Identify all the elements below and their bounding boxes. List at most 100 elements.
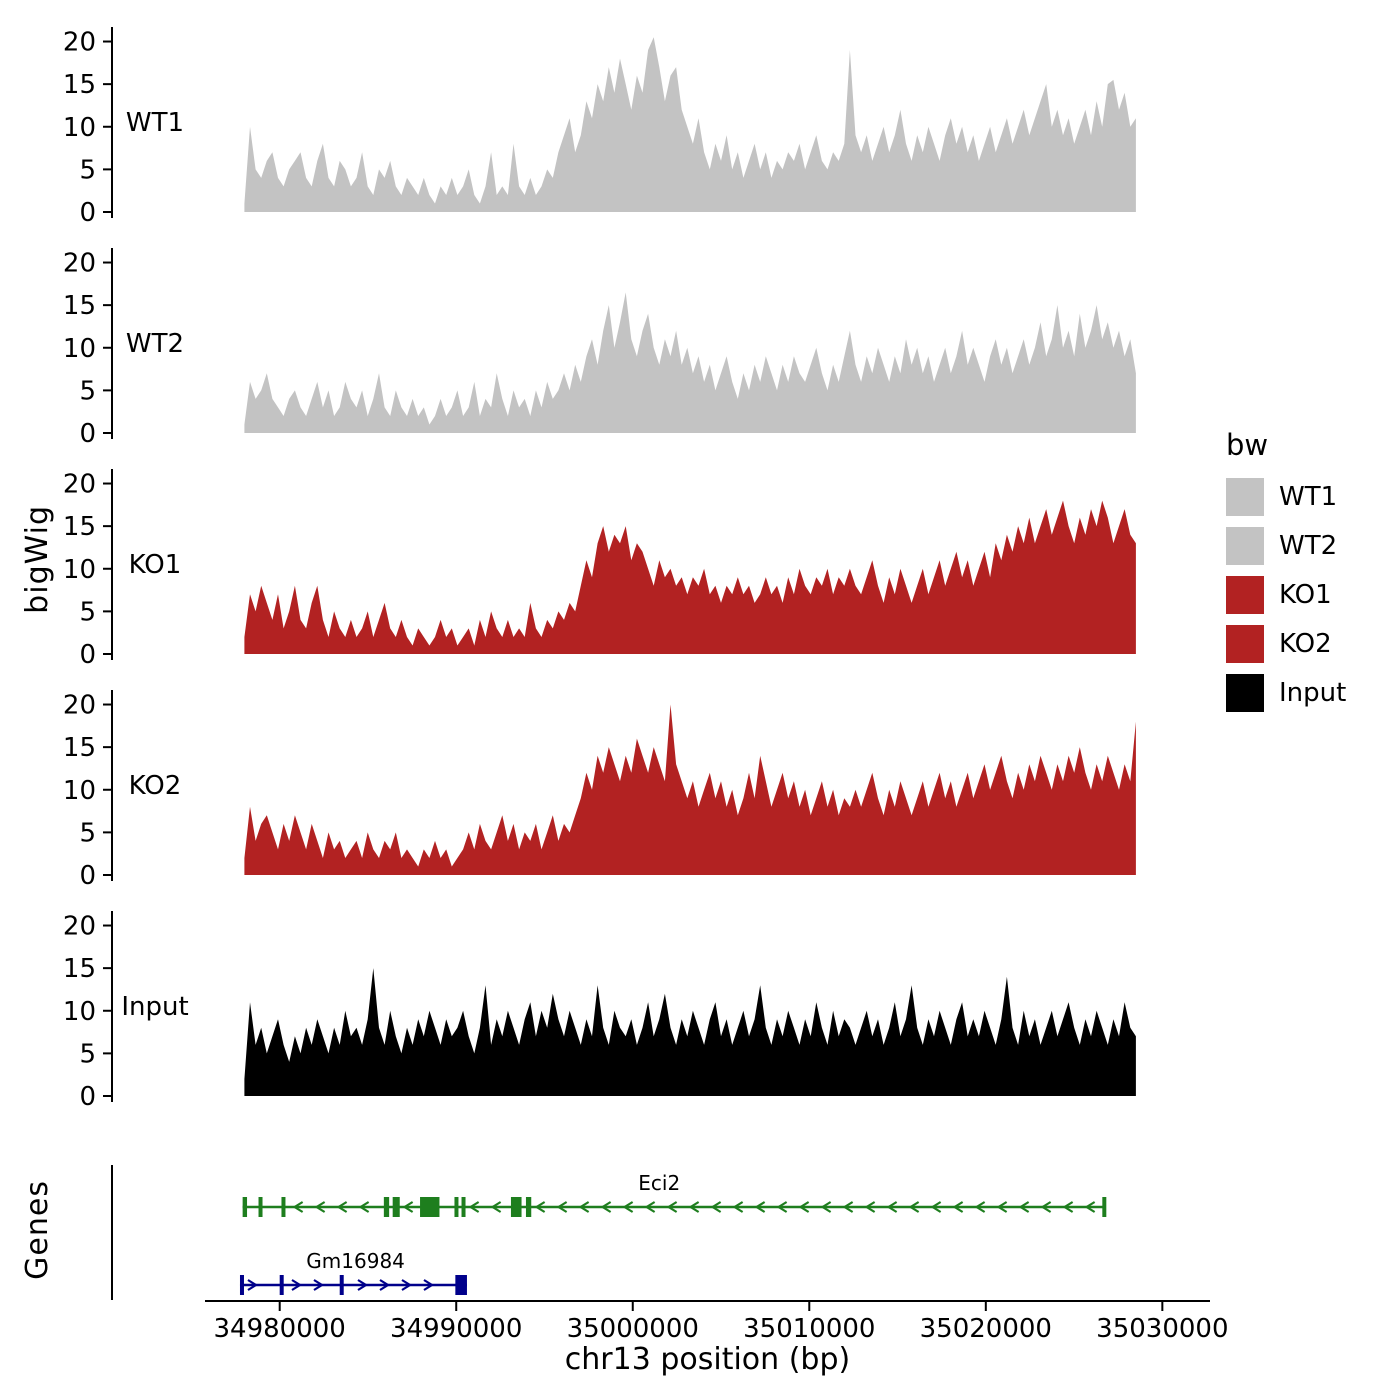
y-tick-label: 15 <box>63 733 96 763</box>
y-tick-label: 10 <box>63 997 96 1027</box>
track-panel-WT1: 0 5 10 15 20 WT1 <box>63 27 1136 228</box>
strand-arrow-icon <box>1084 1201 1096 1213</box>
track-panel-Input: 0 5 10 15 20 Input <box>63 911 1136 1112</box>
y-tick-label: 20 <box>63 28 96 58</box>
strand-arrow-icon <box>358 1201 370 1213</box>
strand-arrow-icon <box>996 1201 1008 1213</box>
exon-block <box>242 1197 248 1217</box>
coverage-area-Input <box>244 968 1136 1096</box>
y-tick-label: 5 <box>79 818 96 848</box>
strand-arrow-icon <box>908 1201 920 1213</box>
track-label-KO1: KO1 <box>129 550 182 580</box>
strand-arrow-icon <box>314 1201 326 1213</box>
strand-arrow-icon <box>732 1201 744 1213</box>
gene-label: Eci2 <box>638 1171 680 1195</box>
exon-block <box>339 1275 344 1295</box>
legend-label: KO1 <box>1279 580 1332 610</box>
y-tick-label: 10 <box>63 334 96 364</box>
legend-label: WT2 <box>1279 531 1338 561</box>
legend-items: WT1 WT2 KO1 KO2 Input <box>1226 478 1346 712</box>
x-tick-label: 35000000 <box>567 1314 699 1344</box>
y-tick-label: 5 <box>79 376 96 406</box>
y-tick-label: 0 <box>79 1082 96 1112</box>
y-tick-label: 20 <box>63 691 96 721</box>
strand-arrow-icon <box>357 1279 369 1291</box>
strand-arrow-icon <box>776 1201 788 1213</box>
legend-item-KO2: KO2 <box>1226 625 1346 663</box>
coverage-area-WT2 <box>244 292 1136 433</box>
legend-swatch-KO1 <box>1226 576 1264 614</box>
x-axis-title: chr13 position (bp) <box>564 1342 851 1377</box>
legend-item-KO1: KO1 <box>1226 576 1346 614</box>
exon-block <box>461 1197 466 1217</box>
y-tick-label: 0 <box>79 640 96 670</box>
legend-item-WT2: WT2 <box>1226 527 1346 565</box>
legend-swatch-KO2 <box>1226 625 1264 663</box>
strand-arrow-icon <box>468 1201 480 1213</box>
y-tick-label: 0 <box>79 198 96 228</box>
exon-block <box>454 1197 459 1217</box>
track-label-WT1: WT1 <box>126 108 184 138</box>
strand-arrow-icon <box>336 1201 348 1213</box>
y-tick-label: 20 <box>63 912 96 942</box>
coverage-area-KO2 <box>244 704 1136 875</box>
strand-arrow-icon <box>842 1201 854 1213</box>
strand-arrow-icon <box>952 1201 964 1213</box>
y-tick-label: 15 <box>63 954 96 984</box>
x-tick-label: 35030000 <box>1096 1314 1228 1344</box>
x-tick-label: 34990000 <box>390 1314 522 1344</box>
strand-arrow-icon <box>820 1201 832 1213</box>
strand-arrow-icon <box>688 1201 700 1213</box>
strand-arrow-icon <box>379 1279 391 1291</box>
y-tick-label: 5 <box>79 597 96 627</box>
track-panel-KO2: 0 5 10 15 20 KO2 <box>63 690 1136 891</box>
exon-block <box>239 1275 244 1295</box>
strand-arrow-icon <box>1018 1201 1030 1213</box>
legend-title: bw <box>1226 428 1269 462</box>
y-axis-title: bigWig <box>20 505 55 614</box>
x-tick-label: 35010000 <box>743 1314 875 1344</box>
exon-block <box>525 1197 532 1217</box>
y-tick-label: 0 <box>79 419 96 449</box>
gene-model-Eci2: Eci2 <box>242 1171 1107 1217</box>
strand-arrow-icon <box>886 1201 898 1213</box>
genes-panel: Eci2 Gm16984 <box>111 1165 1107 1300</box>
exon-block <box>383 1197 390 1217</box>
strand-arrow-icon <box>401 1279 413 1291</box>
gene-label: Gm16984 <box>306 1249 405 1273</box>
track-panel-WT2: 0 5 10 15 20 WT2 <box>63 248 1136 449</box>
strand-arrow-icon <box>864 1201 876 1213</box>
strand-arrow-icon <box>710 1201 722 1213</box>
exon-block <box>1102 1197 1107 1217</box>
strand-arrow-icon <box>578 1201 590 1213</box>
y-tick-label: 15 <box>63 291 96 321</box>
y-tick-label: 0 <box>79 861 96 891</box>
y-tick-label: 20 <box>63 249 96 279</box>
gene-model-Gm16984: Gm16984 <box>239 1249 467 1295</box>
strand-arrow-icon <box>1040 1201 1052 1213</box>
genes-axis-title: Genes <box>20 1180 55 1280</box>
track-label-KO2: KO2 <box>129 771 182 801</box>
coverage-area-WT1 <box>244 37 1136 212</box>
exon-block <box>420 1197 440 1217</box>
legend-label: KO2 <box>1279 629 1332 659</box>
y-tick-label: 5 <box>79 155 96 185</box>
strand-arrow-icon <box>534 1201 546 1213</box>
track-panel-KO1: 0 5 10 15 20 KO1 <box>63 469 1136 670</box>
exon-block <box>455 1275 467 1295</box>
y-tick-label: 10 <box>63 555 96 585</box>
legend-item-Input: Input <box>1226 674 1346 712</box>
x-tick-label: 34980000 <box>214 1314 346 1344</box>
legend-swatch-Input <box>1226 674 1264 712</box>
coverage-area-KO1 <box>244 500 1136 654</box>
exon-block <box>258 1197 263 1217</box>
legend-swatch-WT2 <box>1226 527 1264 565</box>
legend-label: WT1 <box>1279 482 1338 512</box>
legend: bw WT1 WT2 KO1 KO2 Input <box>1226 428 1346 723</box>
track-label-WT2: WT2 <box>126 329 184 359</box>
strand-arrow-icon <box>313 1279 325 1291</box>
y-tick-label: 10 <box>63 776 96 806</box>
exon-block <box>279 1275 284 1295</box>
